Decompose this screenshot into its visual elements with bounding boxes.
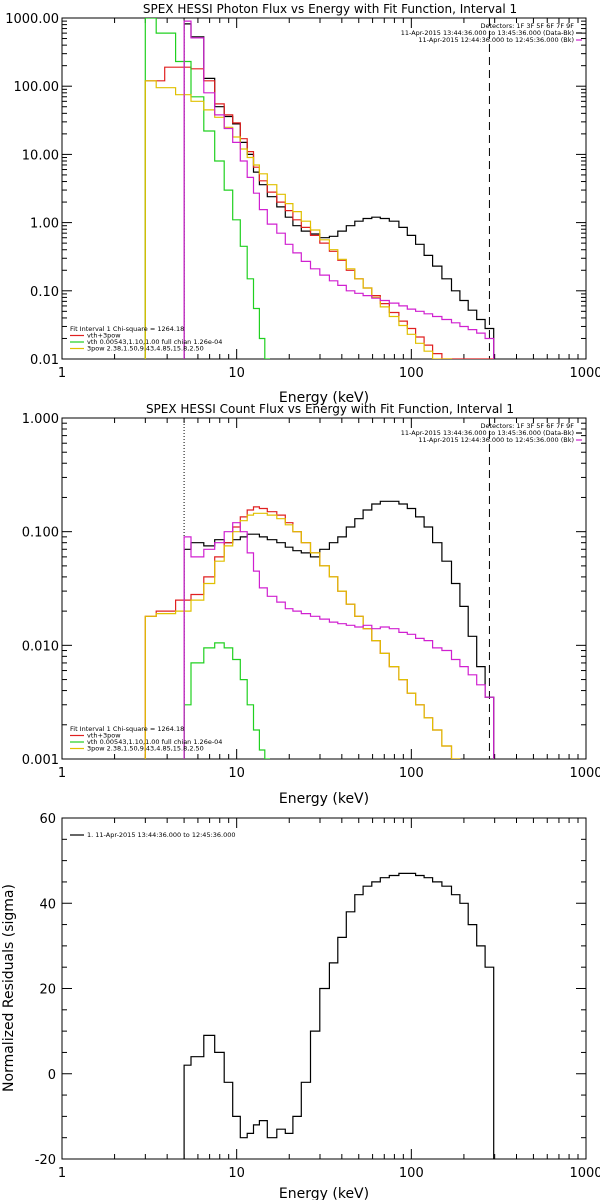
- residuals-xtick-label: 10: [228, 1166, 245, 1181]
- photon-flux-header-line: 11-Apr-2015 13:44:36.000 to 13:45:36.000…: [401, 29, 574, 37]
- count-flux-series-2-line: [183, 642, 270, 759]
- photon-flux-ytick-label: 100.00: [14, 80, 60, 95]
- photon-flux-xtick-label: 100: [399, 366, 424, 381]
- photon-flux-series-0-line: [183, 23, 495, 359]
- residuals-ytick-label: 0: [48, 1068, 56, 1083]
- count-flux-panel: SPEX HESSI Count Flux vs Energy with Fit…: [22, 402, 600, 807]
- photon-flux-ytick-label: 0.01: [30, 353, 59, 368]
- photon-flux-fit-info-line: 3pow 2.38,1.50,9.43,4.85,15.8,2.50: [87, 345, 204, 353]
- count-flux-header-line: 11-Apr-2015 13:44:36.000 to 13:45:36.000…: [401, 429, 574, 437]
- residuals-ytick-label: 60: [39, 812, 56, 827]
- photon-flux-panel: SPEX HESSI Photon Flux vs Energy with Fi…: [5, 2, 600, 406]
- photon-flux-xtick-label: 1: [58, 366, 66, 381]
- count-flux-series-1-line: [144, 506, 461, 759]
- residuals-panel: 1 10 100 1000 -20 0 20 40 60 1. 11-Apr-2015 13:44…: [1, 812, 600, 1200]
- count-flux-fit-info-line: 3pow 2.38,1.50,9.43,4.85,15.8,2.50: [87, 745, 204, 753]
- photon-flux-xtick-label: 10: [228, 366, 245, 381]
- residuals-ytick-label: -20: [35, 1153, 56, 1168]
- photon-flux-xtick-label: 1000: [569, 366, 600, 381]
- residuals-legend-label: 1. 11-Apr-2015 13:44:36.000 to 12:45:36.…: [87, 831, 236, 839]
- count-flux-xtick-label: 10: [228, 766, 245, 781]
- residuals-marks: 1 10 100 1000 -20 0 20 40 60 1. 11-Apr-2015 13:44…: [35, 812, 600, 1181]
- count-flux-series-3-line: [144, 512, 461, 759]
- residuals-xlabel: Energy (keV): [279, 1186, 369, 1200]
- residuals-xtick-label: 100: [399, 1166, 424, 1181]
- count-flux-xtick-label: 1: [58, 766, 66, 781]
- count-flux-ytick-label: 0.001: [22, 753, 59, 768]
- count-flux-xtick-label: 1000: [569, 766, 600, 781]
- residuals-xtick-label: 1000: [569, 1166, 600, 1181]
- count-flux-plot-frame: [61, 417, 587, 760]
- count-flux-header-line: Detectors: 1F 3F 5F 6F 7F 9F: [480, 422, 574, 430]
- photon-flux-fit-info-line: Fit Interval 1 Chi-square = 1264.18: [70, 325, 184, 333]
- photon-flux-title: SPEX HESSI Photon Flux vs Energy with Fi…: [143, 2, 517, 16]
- photon-flux-series-1-line: [144, 66, 494, 359]
- residuals-ytick-label: 20: [39, 983, 56, 998]
- count-flux-marks: 1 10 100 1000 0.001 0.010 0.100 1.000 Detectors:…: [22, 412, 600, 781]
- photon-flux-series-3-line: [144, 80, 453, 359]
- photon-flux-ytick-label: 10.00: [22, 148, 59, 163]
- residuals-ytick-label: 40: [39, 897, 56, 912]
- photon-flux-ytick-label: 1000.00: [5, 12, 59, 27]
- photon-flux-ytick-label: 1.00: [30, 217, 59, 232]
- photon-flux-header-line: 11-Apr-2015 12:44:36.000 to 12:45:36.000…: [418, 36, 574, 44]
- photon-flux-series-4-line: [183, 20, 495, 359]
- photon-flux-plot-frame: [61, 17, 587, 360]
- count-flux-xtick-label: 100: [399, 766, 424, 781]
- count-flux-fit-info-line: Fit Interval 1 Chi-square = 1264.18: [70, 725, 184, 733]
- residuals-ylabel: Normalized Residuals (sigma): [1, 884, 17, 1092]
- count-flux-ytick-label: 0.100: [22, 526, 59, 541]
- count-flux-fit-info-line: vth 0.00543,1.10,1.00 full chian 1.26e-0…: [87, 738, 222, 746]
- count-flux-series-4-line: [183, 522, 495, 759]
- residuals-xtick-label: 1: [58, 1166, 66, 1181]
- count-flux-fit-info-line: vth+3pow: [87, 732, 121, 740]
- count-flux-ytick-label: 1.000: [22, 412, 59, 427]
- count-flux-header-line: 11-Apr-2015 12:44:36.000 to 12:45:36.000…: [418, 436, 574, 444]
- photon-flux-series-2-line: [144, 18, 270, 359]
- count-flux-title: SPEX HESSI Count Flux vs Energy with Fit…: [146, 402, 514, 416]
- count-flux-ytick-label: 0.010: [22, 639, 59, 654]
- photon-flux-fit-info-line: vth+3pow: [87, 332, 121, 340]
- residuals-series-0-line: [183, 872, 495, 1159]
- photon-flux-marks: 1 10 100 1000 0.01 0.10 1.00 10.00 100.00 1000.00…: [5, 12, 600, 381]
- photon-flux-fit-info-line: vth 0.00543,1.10,1.00 full chian 1.26e-0…: [87, 338, 222, 346]
- photon-flux-xlabel: Energy (keV): [279, 390, 369, 406]
- count-flux-series-0-line: [183, 500, 495, 759]
- count-flux-xlabel: Energy (keV): [279, 791, 369, 807]
- photon-flux-ytick-label: 0.10: [30, 285, 59, 300]
- photon-flux-header-line: Detectors: 1F 3F 5F 6F 7F 9F: [480, 22, 574, 30]
